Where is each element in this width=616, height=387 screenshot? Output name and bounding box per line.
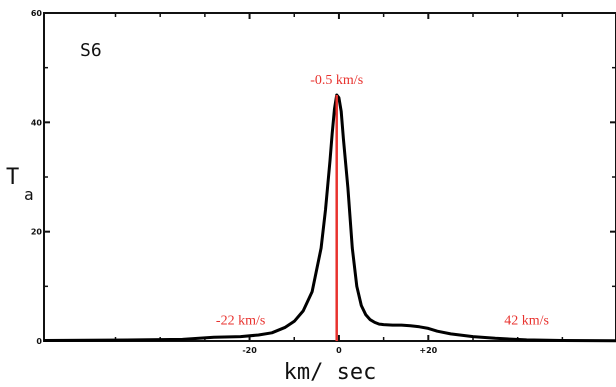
y-axis-title-subscript: a bbox=[24, 185, 34, 204]
spectrum-curve bbox=[43, 93, 616, 343]
x-tick-label: 0 bbox=[336, 346, 342, 355]
velocity-annotation: -22 km/s bbox=[216, 314, 265, 329]
y-axis-title: T bbox=[6, 165, 19, 190]
x-tick-label: +20 bbox=[419, 346, 437, 355]
y-tick-label: 60 bbox=[31, 9, 43, 18]
y-tick-label: 0 bbox=[36, 337, 42, 346]
ticks-layer: -20 0 +20 0 20 40 60 bbox=[31, 9, 616, 355]
panel-label: S6 bbox=[80, 40, 102, 61]
velocity-annotation: -0.5 km/s bbox=[310, 73, 363, 88]
annotations-layer: -0.5 km/s -22 km/s 42 km/s bbox=[216, 73, 549, 329]
y-tick-label: 20 bbox=[31, 228, 43, 237]
y-tick-label: 40 bbox=[31, 118, 43, 127]
x-tick-label: -20 bbox=[242, 346, 257, 355]
velocity-annotation: 42 km/s bbox=[504, 314, 549, 329]
x-axis-title: km/ sec bbox=[284, 360, 377, 385]
